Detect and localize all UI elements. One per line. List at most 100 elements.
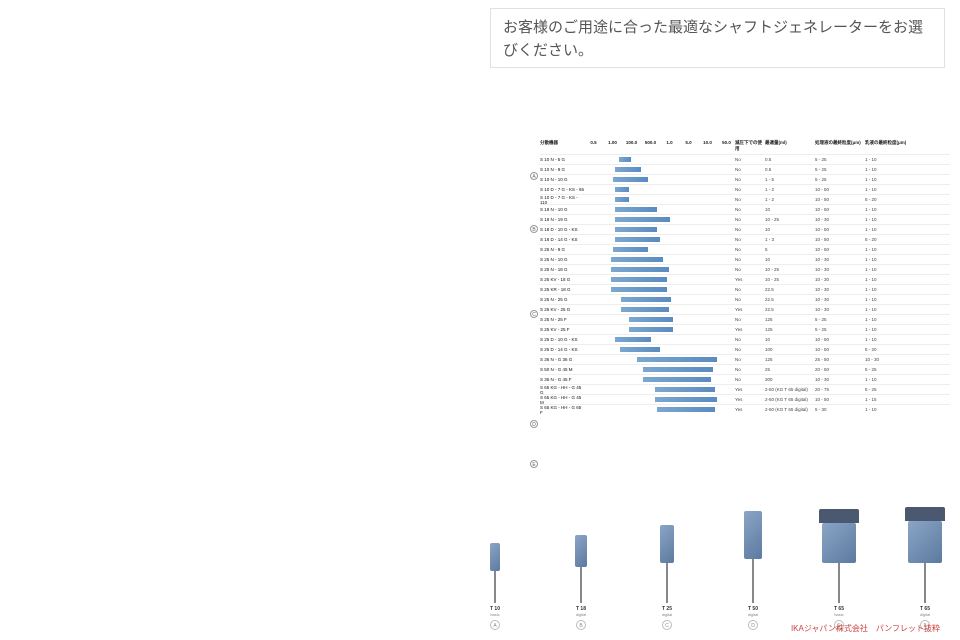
row-bar-zone — [585, 377, 735, 383]
range-bar — [643, 377, 711, 382]
row-val-a: No — [735, 227, 765, 232]
bar-scale-label: 100.0 — [623, 140, 640, 152]
row-bar-zone — [585, 327, 735, 333]
table-row: S 25 KR - 18 GNo22.510 - 301 - 10 — [540, 284, 950, 294]
row-bar-zone — [585, 267, 735, 273]
row-bar-zone — [585, 257, 735, 263]
row-val-a: No — [735, 347, 765, 352]
shaft — [580, 567, 582, 603]
row-val-d: 1 - 10 — [865, 227, 915, 232]
row-val-c: 10 - 50 — [815, 247, 865, 252]
table-row: S 25 KV - 18 GYes10 - 2510 - 301 - 10 — [540, 274, 950, 284]
range-bar — [637, 357, 717, 362]
shaft — [752, 559, 754, 603]
row-val-b: 2-50 (KG T 65 digital) — [765, 387, 815, 392]
row-val-c: 10 - 30 — [815, 257, 865, 262]
header-name: 分散機器 — [540, 140, 585, 152]
row-bar-zone — [585, 197, 735, 203]
row-bar-zone — [585, 307, 735, 313]
row-val-c: 10 - 50 — [815, 337, 865, 342]
range-bar — [611, 287, 667, 292]
product-sublabel: basic — [804, 612, 874, 617]
header-d: 乳液の最終粒度(μm) — [865, 140, 915, 152]
row-bar-zone — [585, 397, 735, 403]
row-val-b: 300 — [765, 377, 815, 382]
range-bar — [657, 407, 715, 412]
row-name: S 10 N - 5 G — [540, 157, 585, 162]
row-val-c: 5 - 25 — [815, 317, 865, 322]
row-val-a: No — [735, 197, 765, 202]
product-t50: T 50digitalD — [718, 511, 788, 630]
table-row: S 10 D - 7 G - KS - 110No1 - 210 - 505 -… — [540, 194, 950, 204]
motor-body — [660, 525, 674, 563]
range-bar — [615, 237, 660, 242]
table-row: S 18 N - 19 GNo10 - 2510 - 301 - 10 — [540, 214, 950, 224]
shaft — [838, 563, 840, 603]
row-name: S 36 N - G 36 G — [540, 357, 585, 362]
table-row: S 36 N - G 45 FNo30010 - 301 - 10 — [540, 374, 950, 384]
range-bar — [615, 187, 629, 192]
row-val-c: 10 - 30 — [815, 267, 865, 272]
row-bar-zone — [585, 237, 735, 243]
row-val-b: 10 — [765, 257, 815, 262]
product-t25: T 25digitalC — [632, 525, 702, 630]
range-bar — [613, 177, 648, 182]
table-row: S 25 N - 8 GNo510 - 501 - 10 — [540, 244, 950, 254]
row-val-b: 10 — [765, 337, 815, 342]
table-row: S 25 KV - 25 GYes22.510 - 301 - 10 — [540, 304, 950, 314]
row-val-d: 5 - 20 — [865, 237, 915, 242]
row-val-c: 10 - 50 — [815, 207, 865, 212]
row-val-c: 10 - 50 — [815, 237, 865, 242]
row-name: S 18 D - 10 G - KS — [540, 227, 585, 232]
motor-body — [575, 535, 587, 567]
product-sublabel: basic — [460, 612, 530, 617]
range-bar — [615, 217, 670, 222]
row-val-a: No — [735, 237, 765, 242]
motor-body — [490, 543, 500, 571]
group-marker-b: B — [530, 225, 538, 233]
row-bar-zone — [585, 357, 735, 363]
product-image — [546, 535, 616, 603]
product-t10: T 10basicA — [460, 543, 530, 630]
row-val-b: 22.5 — [765, 297, 815, 302]
row-val-d: 1 - 10 — [865, 407, 915, 412]
row-val-c: 10 - 30 — [815, 287, 865, 292]
row-bar-zone — [585, 317, 735, 323]
range-bar — [615, 167, 641, 172]
row-val-d: 1 - 10 — [865, 207, 915, 212]
row-name: S 25 D - 10 G - KS — [540, 337, 585, 342]
row-val-a: No — [735, 357, 765, 362]
row-name: S 25 N - 8 G — [540, 247, 585, 252]
row-bar-zone — [585, 177, 735, 183]
row-val-a: No — [735, 167, 765, 172]
row-name: S 25 N - 25 F — [540, 317, 585, 322]
row-val-d: 1 - 10 — [865, 267, 915, 272]
row-val-d: 1 - 10 — [865, 297, 915, 302]
row-val-d: 1 - 10 — [865, 337, 915, 342]
range-bar — [611, 257, 663, 262]
row-name: S 10 N - 8 G — [540, 167, 585, 172]
row-val-b: 1 - 2 — [765, 197, 815, 202]
product-sublabel: digital — [546, 612, 616, 617]
row-val-d: 1 - 10 — [865, 217, 915, 222]
row-val-c: 5 - 25 — [815, 167, 865, 172]
row-name: S 10 D - 7 G - KS - 110 — [540, 195, 585, 205]
table-row: S 10 N - 8 GNo0.55 - 251 - 10 — [540, 164, 950, 174]
product-sublabel: digital — [718, 612, 788, 617]
row-val-c: 10 - 30 — [815, 307, 865, 312]
row-name: S 18 N - 19 G — [540, 217, 585, 222]
row-name: S 10 D - 7 G - KS - 65 — [540, 187, 585, 192]
range-bar — [655, 387, 715, 392]
row-val-b: 5 — [765, 247, 815, 252]
bar-scale-label: 5.0 — [680, 140, 697, 152]
row-val-b: 10 — [765, 227, 815, 232]
row-val-b: 100 — [765, 347, 815, 352]
row-val-d: 1 - 10 — [865, 377, 915, 382]
shaft — [924, 563, 926, 603]
row-bar-zone — [585, 367, 735, 373]
row-bar-zone — [585, 247, 735, 253]
row-val-b: 0.5 — [765, 157, 815, 162]
table-row: S 25 KV - 25 FYes1255 - 251 - 10 — [540, 324, 950, 334]
shaft — [666, 563, 668, 603]
row-bar-zone — [585, 167, 735, 173]
